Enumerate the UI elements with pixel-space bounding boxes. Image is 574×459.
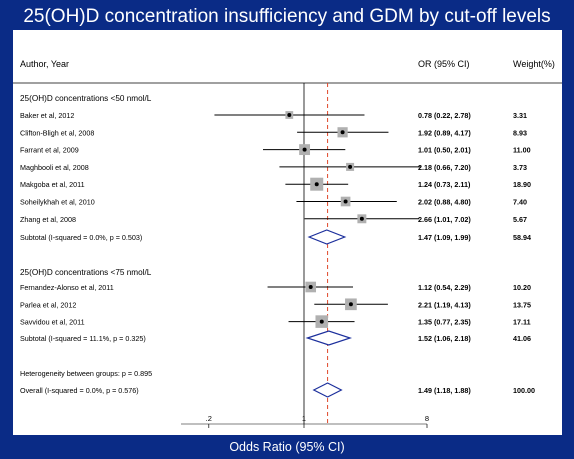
study-or-ci: 1.35 (0.77, 2.35) [418,318,471,327]
subtotal-or-ci: 1.52 (1.06, 2.18) [418,334,471,343]
study-weight: 18.90 [513,180,531,189]
study-or-ci: 2.21 (1.19, 4.13) [418,300,471,309]
heterogeneity-note: Heterogeneity between groups: p = 0.895 [20,369,152,378]
study-or-ci: 1.01 (0.50, 2.01) [418,146,471,155]
column-header-or: OR (95% CI) [418,59,470,69]
forest-rows: 25(OH)D concentrations <50 nmol/L Baker e… [20,83,535,424]
point-estimate [287,113,292,117]
x-axis-label: Odds Ratio (95% CI) [229,440,345,454]
overall-label: Overall (I-squared = 0.0%, p = 0.576) [20,386,139,395]
point-estimate [314,182,319,187]
point-estimate [343,199,348,204]
study-label: Soheilykhah et al, 2010 [20,198,95,207]
overall-weight: 100.00 [513,386,535,395]
study-or-ci: 1.24 (0.73, 2.11) [418,180,471,189]
x-tick-label: .2 [206,414,212,423]
study-weight: 11.00 [513,146,531,155]
column-header-study: Author, Year [20,59,69,69]
subtotal-or-ci: 1.47 (1.09, 1.99) [418,233,471,242]
subtotal-diamond [305,330,353,346]
study-label: Maghbooli et al, 2008 [20,163,89,172]
subtotal-weight: 58.94 [513,233,531,242]
point-estimate [302,147,307,152]
study-label: Parlea et al, 2012 [20,300,76,309]
study-or-ci: 1.92 (0.89, 4.17) [418,128,471,137]
x-tick-label: 1 [302,414,306,423]
subtotal-weight: 41.06 [513,334,531,343]
study-weight: 3.31 [513,111,527,120]
study-weight: 13.75 [513,300,531,309]
overall-or-ci: 1.49 (1.18, 1.88) [418,386,471,395]
study-weight: 3.73 [513,163,527,172]
study-or-ci: 2.18 (0.66, 7.20) [418,163,471,172]
study-weight: 7.40 [513,198,527,207]
study-weight: 5.67 [513,215,527,224]
point-estimate [348,302,353,307]
study-label: Zhang et al, 2008 [20,215,76,224]
column-header-weight: Weight(%) [513,59,555,69]
study-label: Farrant et al, 2009 [20,146,79,155]
subtotal-label: Subtotal (I-squared = 0.0%, p = 0.503) [20,233,142,242]
study-label: Savvidou et al, 2011 [20,318,85,327]
x-tick-label: 8 [425,414,429,423]
group-header: 25(OH)D concentrations <75 nmol/L [20,268,152,277]
study-label: Makgoba et al, 2011 [20,180,85,189]
point-estimate [359,216,364,221]
subtotal-diamond [307,229,347,245]
point-estimate [348,164,353,169]
study-weight: 17.11 [513,318,531,327]
study-weight: 8.93 [513,128,527,137]
group-header: 25(OH)D concentrations <50 nmol/L [20,94,152,103]
point-estimate [340,130,345,135]
study-label: Baker et al, 2012 [20,111,74,120]
study-or-ci: 1.12 (0.54, 2.29) [418,283,471,292]
subtotal-label: Subtotal (I-squared = 11.1%, p = 0.325) [20,334,146,343]
chart-title: 25(OH)D concentration insufficiency and … [23,6,551,27]
study-or-ci: 2.02 (0.88, 4.80) [418,198,471,207]
study-label: Fernandez-Alonso et al, 2011 [20,283,114,292]
point-estimate [308,285,313,289]
x-axis-ticks: .2 1 8 [206,414,429,428]
plot-panel [13,30,562,435]
point-estimate [319,319,324,324]
study-or-ci: 0.78 (0.22, 2.78) [418,111,471,120]
study-or-ci: 2.66 (1.01, 7.02) [418,215,471,224]
study-label: Clifton-Bligh et al, 2008 [20,128,94,137]
overall-diamond [312,382,343,398]
study-weight: 10.20 [513,283,531,292]
